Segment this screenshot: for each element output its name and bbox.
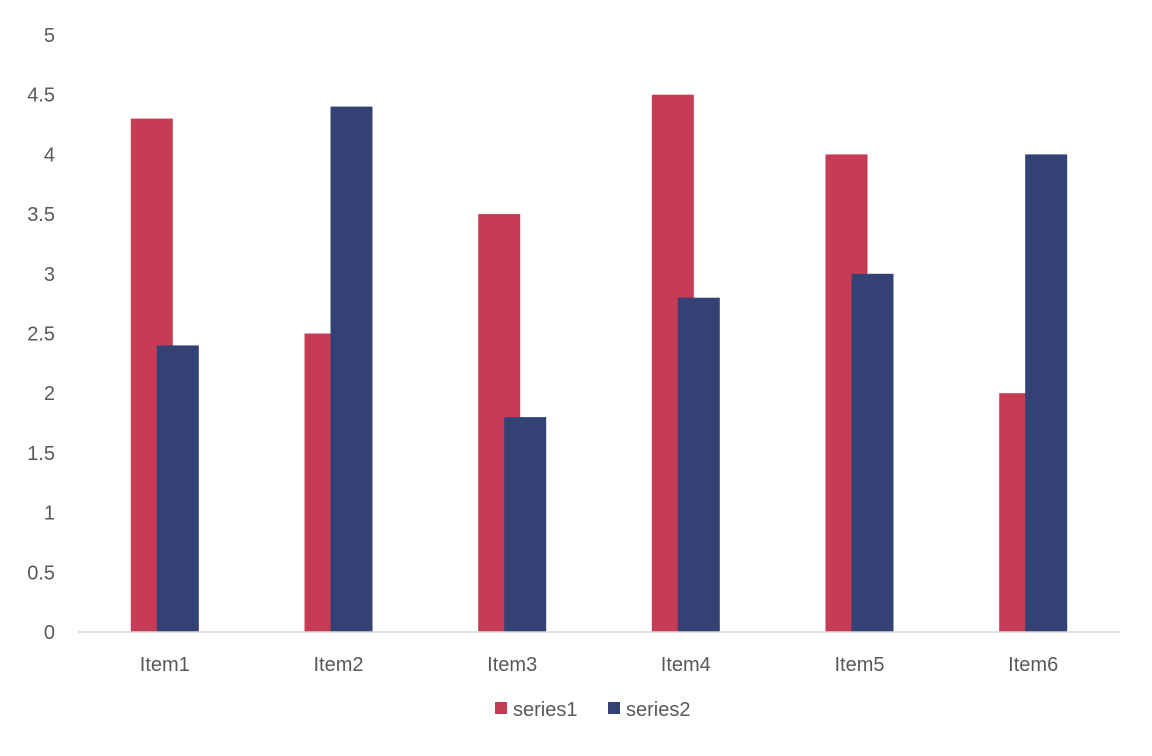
y-tick-label: 4 xyxy=(44,144,55,166)
bar-series2-Item4 xyxy=(677,297,720,632)
x-tick-label: Item1 xyxy=(140,654,190,676)
bar-series2-Item1 xyxy=(156,345,199,632)
y-tick-label: 5 xyxy=(44,25,55,47)
x-tick-label: Item3 xyxy=(487,654,537,676)
y-tick-label: 0.5 xyxy=(27,562,55,584)
y-tick-label: 1.5 xyxy=(27,443,55,465)
legend-label-series1: series1 xyxy=(513,699,577,721)
x-tick-label: Item5 xyxy=(834,654,884,676)
x-axis-tick-labels: Item1 Item2 Item3 Item4 Item5 Item6 xyxy=(140,654,1058,676)
bar-series2-Item5 xyxy=(851,273,894,632)
legend-swatch-series2 xyxy=(608,702,620,714)
x-tick-label: Item2 xyxy=(313,654,363,676)
y-axis-tick-labels: 0 0.5 1 1.5 2 2.5 3 3.5 4 4.5 5 xyxy=(27,25,55,644)
y-tick-label: 4.5 xyxy=(27,85,55,107)
x-tick-label: Item6 xyxy=(1008,654,1058,676)
legend-label-series2: series2 xyxy=(626,699,690,721)
x-tick-label: Item4 xyxy=(661,654,711,676)
bar-series2-Item2 xyxy=(330,106,373,633)
bar-series2-Item3 xyxy=(504,417,547,632)
bar-series2-Item6 xyxy=(1025,154,1068,632)
y-tick-label: 3 xyxy=(44,264,55,286)
bars xyxy=(130,94,1068,633)
y-tick-label: 3.5 xyxy=(27,204,55,226)
legend: series1 series2 xyxy=(495,699,690,721)
y-tick-label: 2.5 xyxy=(27,324,55,346)
y-tick-label: 0 xyxy=(44,622,55,644)
y-tick-label: 1 xyxy=(44,503,55,525)
y-tick-label: 2 xyxy=(44,383,55,405)
legend-swatch-series1 xyxy=(495,702,507,714)
